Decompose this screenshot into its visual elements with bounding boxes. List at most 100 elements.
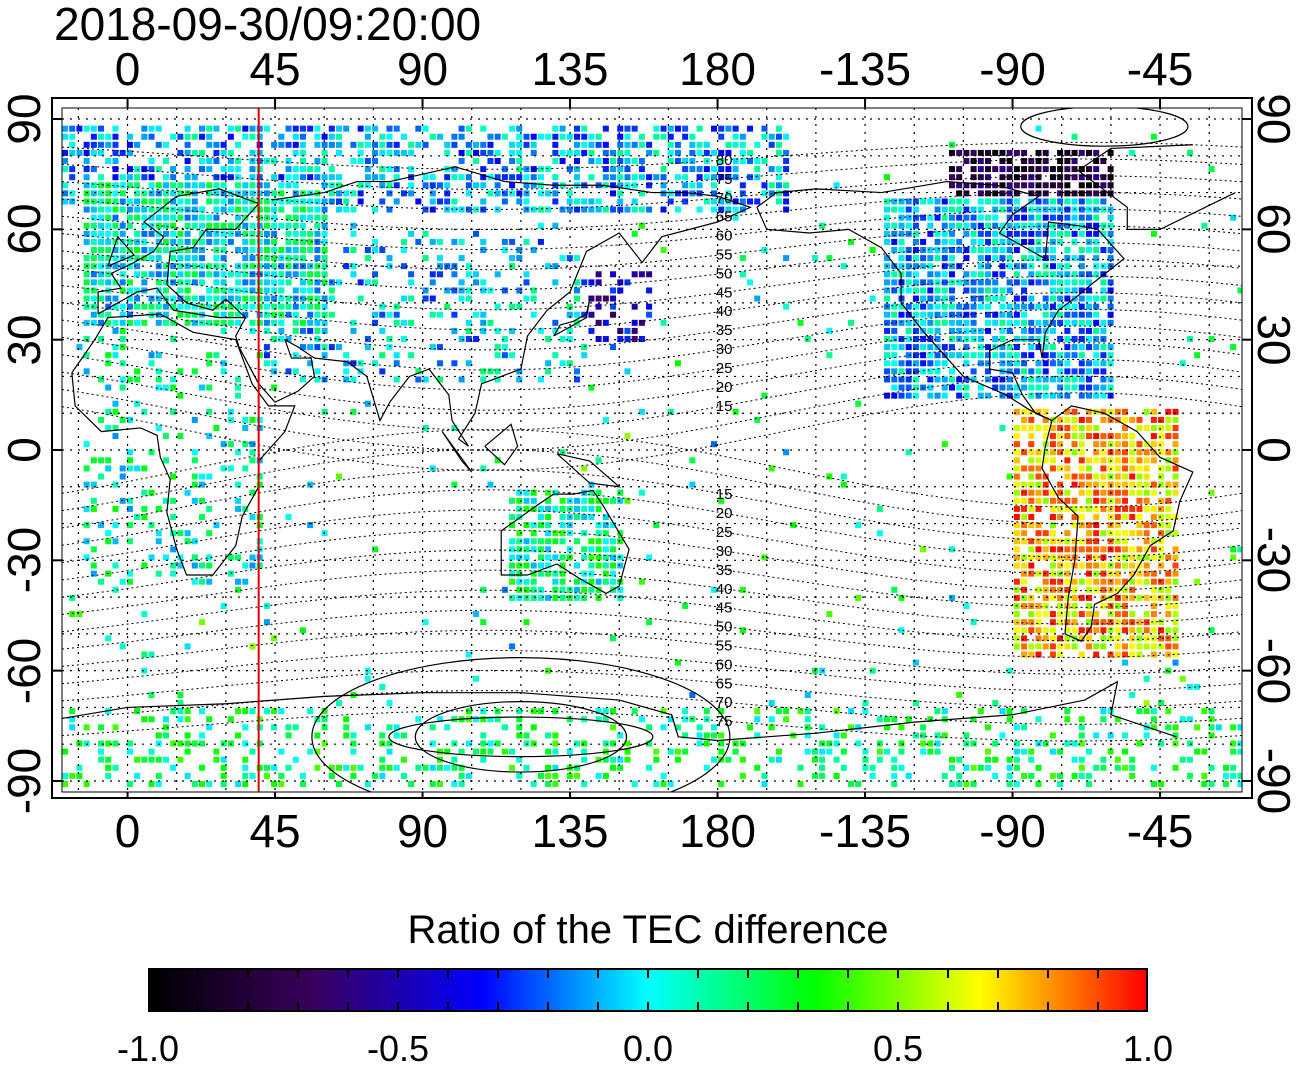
tec-cell bbox=[62, 772, 68, 779]
tec-cell bbox=[963, 198, 970, 205]
tec-cell bbox=[415, 716, 422, 723]
tec-cell bbox=[970, 716, 977, 723]
tec-cell bbox=[69, 174, 76, 181]
tec-cell bbox=[920, 384, 927, 391]
tec-cell bbox=[1021, 238, 1028, 245]
tec-cell bbox=[314, 214, 321, 221]
tec-cell bbox=[1093, 562, 1100, 569]
tec-cell bbox=[98, 457, 105, 464]
tec-cell bbox=[797, 780, 804, 787]
tec-cell bbox=[379, 303, 386, 310]
tec-cell bbox=[458, 255, 465, 262]
tec-cell bbox=[170, 708, 177, 715]
tec-cell bbox=[1143, 424, 1150, 431]
tec-cell bbox=[235, 708, 242, 715]
tec-cell bbox=[552, 141, 559, 148]
tec-cell bbox=[934, 336, 941, 342]
tec-cell bbox=[227, 570, 234, 577]
tec-cell bbox=[1186, 756, 1193, 763]
tec-cell bbox=[985, 352, 992, 359]
tec-cell bbox=[451, 166, 458, 173]
tec-cell bbox=[393, 764, 400, 771]
tec-cell bbox=[69, 133, 76, 140]
tec-cell bbox=[1042, 222, 1049, 229]
tec-cell bbox=[134, 214, 141, 221]
tec-cell bbox=[105, 424, 112, 431]
tec-cell bbox=[992, 238, 999, 245]
tec-cell bbox=[884, 716, 891, 723]
contour-line bbox=[62, 690, 1242, 725]
tec-cell bbox=[480, 586, 487, 593]
tec-cell bbox=[1071, 344, 1078, 351]
tec-cell bbox=[69, 166, 76, 173]
tec-cell bbox=[1158, 538, 1165, 545]
tec-cell bbox=[119, 182, 126, 189]
tec-cell bbox=[624, 166, 631, 173]
tec-cell bbox=[761, 554, 768, 561]
tec-cell bbox=[119, 174, 126, 181]
tec-cell bbox=[1006, 344, 1013, 351]
tec-cell bbox=[1165, 708, 1172, 715]
tec-cell bbox=[977, 174, 984, 181]
tec-cell bbox=[62, 158, 68, 165]
tec-cell bbox=[83, 230, 90, 237]
tec-cell bbox=[523, 562, 530, 569]
tec-cell bbox=[155, 255, 162, 262]
tec-cell bbox=[1165, 586, 1172, 593]
tec-cell bbox=[271, 214, 278, 221]
tec-cell bbox=[811, 255, 818, 262]
coastline bbox=[484, 423, 519, 466]
tec-cell bbox=[1006, 247, 1013, 254]
tec-cell bbox=[1064, 158, 1071, 165]
tec-cell bbox=[372, 279, 379, 286]
tec-cell bbox=[696, 182, 703, 189]
tec-cell bbox=[992, 255, 999, 262]
tec-cell bbox=[162, 303, 169, 310]
tec-cell bbox=[1035, 473, 1042, 480]
tec-cell bbox=[1006, 222, 1013, 229]
tec-cell bbox=[1064, 643, 1071, 650]
tec-cell bbox=[1078, 538, 1085, 545]
tec-cell bbox=[1013, 586, 1020, 593]
tec-cell bbox=[1042, 344, 1049, 351]
tec-cell bbox=[537, 708, 544, 715]
tec-cell bbox=[1085, 190, 1092, 197]
tec-cell bbox=[999, 327, 1006, 334]
tec-cell bbox=[98, 740, 105, 747]
tec-cell bbox=[314, 222, 321, 229]
tec-cell bbox=[184, 643, 191, 650]
tec-cell bbox=[1143, 441, 1150, 448]
tec-cell bbox=[422, 174, 429, 181]
tec-cell bbox=[386, 263, 393, 270]
tec-cell bbox=[617, 190, 624, 197]
tec-cell bbox=[480, 174, 487, 181]
tec-cell bbox=[1042, 594, 1049, 601]
tec-cell bbox=[718, 166, 725, 173]
tec-cell bbox=[985, 279, 992, 286]
tec-cell bbox=[191, 247, 198, 254]
tec-cell bbox=[343, 724, 350, 731]
tec-cell bbox=[1035, 457, 1042, 464]
tec-cell bbox=[249, 772, 256, 779]
tec-cell bbox=[718, 206, 725, 213]
tec-cell bbox=[206, 562, 213, 569]
tec-cell bbox=[617, 538, 624, 545]
tec-cell bbox=[559, 562, 566, 569]
tec-cell bbox=[213, 141, 220, 148]
tec-cell bbox=[891, 230, 898, 237]
contour-label: 60 bbox=[716, 228, 733, 245]
tec-cell bbox=[905, 319, 912, 326]
tec-cell bbox=[1085, 174, 1092, 181]
tec-cell bbox=[516, 303, 523, 310]
tec-cell bbox=[516, 198, 523, 205]
tec-cell bbox=[206, 166, 213, 173]
tec-cell bbox=[90, 247, 97, 254]
tec-cell bbox=[98, 133, 105, 140]
tec-cell bbox=[848, 724, 855, 731]
tec-cell bbox=[1085, 311, 1092, 318]
tec-cell bbox=[775, 125, 782, 132]
tec-cell bbox=[545, 360, 552, 367]
tec-cell bbox=[891, 206, 898, 213]
tec-cell bbox=[141, 465, 148, 472]
tec-cell bbox=[1165, 457, 1172, 464]
